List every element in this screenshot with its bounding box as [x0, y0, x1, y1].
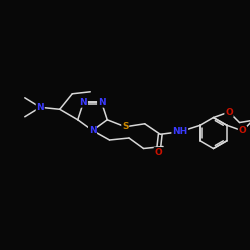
- Text: O: O: [225, 108, 233, 116]
- Text: O: O: [154, 148, 162, 157]
- Text: N: N: [98, 98, 106, 107]
- Text: N: N: [89, 126, 96, 135]
- Text: N: N: [80, 98, 87, 107]
- Text: NH: NH: [172, 127, 187, 136]
- Text: N: N: [36, 103, 44, 112]
- Text: O: O: [238, 126, 246, 135]
- Text: S: S: [122, 122, 128, 131]
